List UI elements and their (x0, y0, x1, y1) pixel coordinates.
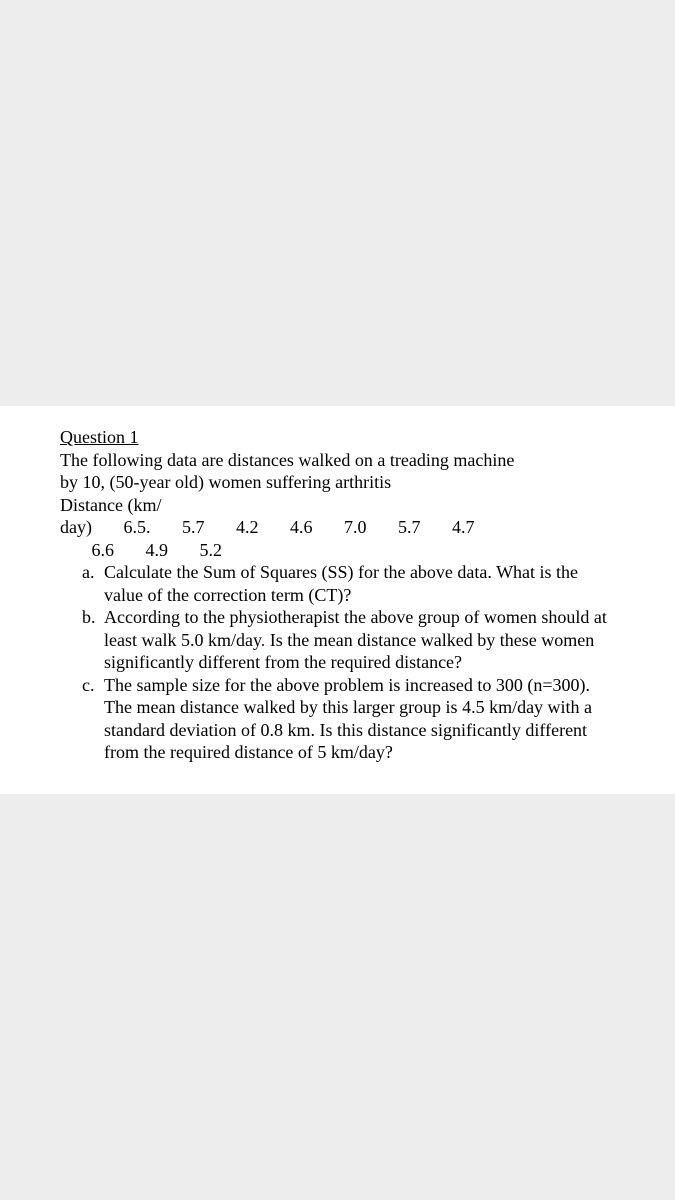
question-part-b: b. According to the physiotherapist the … (82, 606, 615, 674)
question-heading-wrap: Question 1 (60, 426, 615, 449)
data-values-line2: 6.6 4.9 5.2 (60, 539, 615, 562)
part-text: The sample size for the above problem is… (104, 675, 592, 763)
part-marker: b. (82, 606, 96, 629)
document-card: Question 1 The following data are distan… (0, 406, 675, 794)
data-values-line1: day) 6.5. 5.7 4.2 4.6 7.0 5.7 4.7 (60, 516, 615, 539)
intro-text-line2: by 10, (50-year old) women suffering art… (60, 471, 615, 494)
question-part-c: c. The sample size for the above problem… (82, 674, 615, 764)
intro-text-line1: The following data are distances walked … (60, 449, 615, 472)
question-heading: Question 1 (60, 427, 139, 447)
question-parts-list: a. Calculate the Sum of Squares (SS) for… (60, 561, 615, 764)
part-text: Calculate the Sum of Squares (SS) for th… (104, 562, 578, 605)
intro-text-line3: Distance (km/ (60, 494, 615, 517)
part-marker: c. (82, 674, 95, 697)
question-part-a: a. Calculate the Sum of Squares (SS) for… (82, 561, 615, 606)
part-marker: a. (82, 561, 95, 584)
